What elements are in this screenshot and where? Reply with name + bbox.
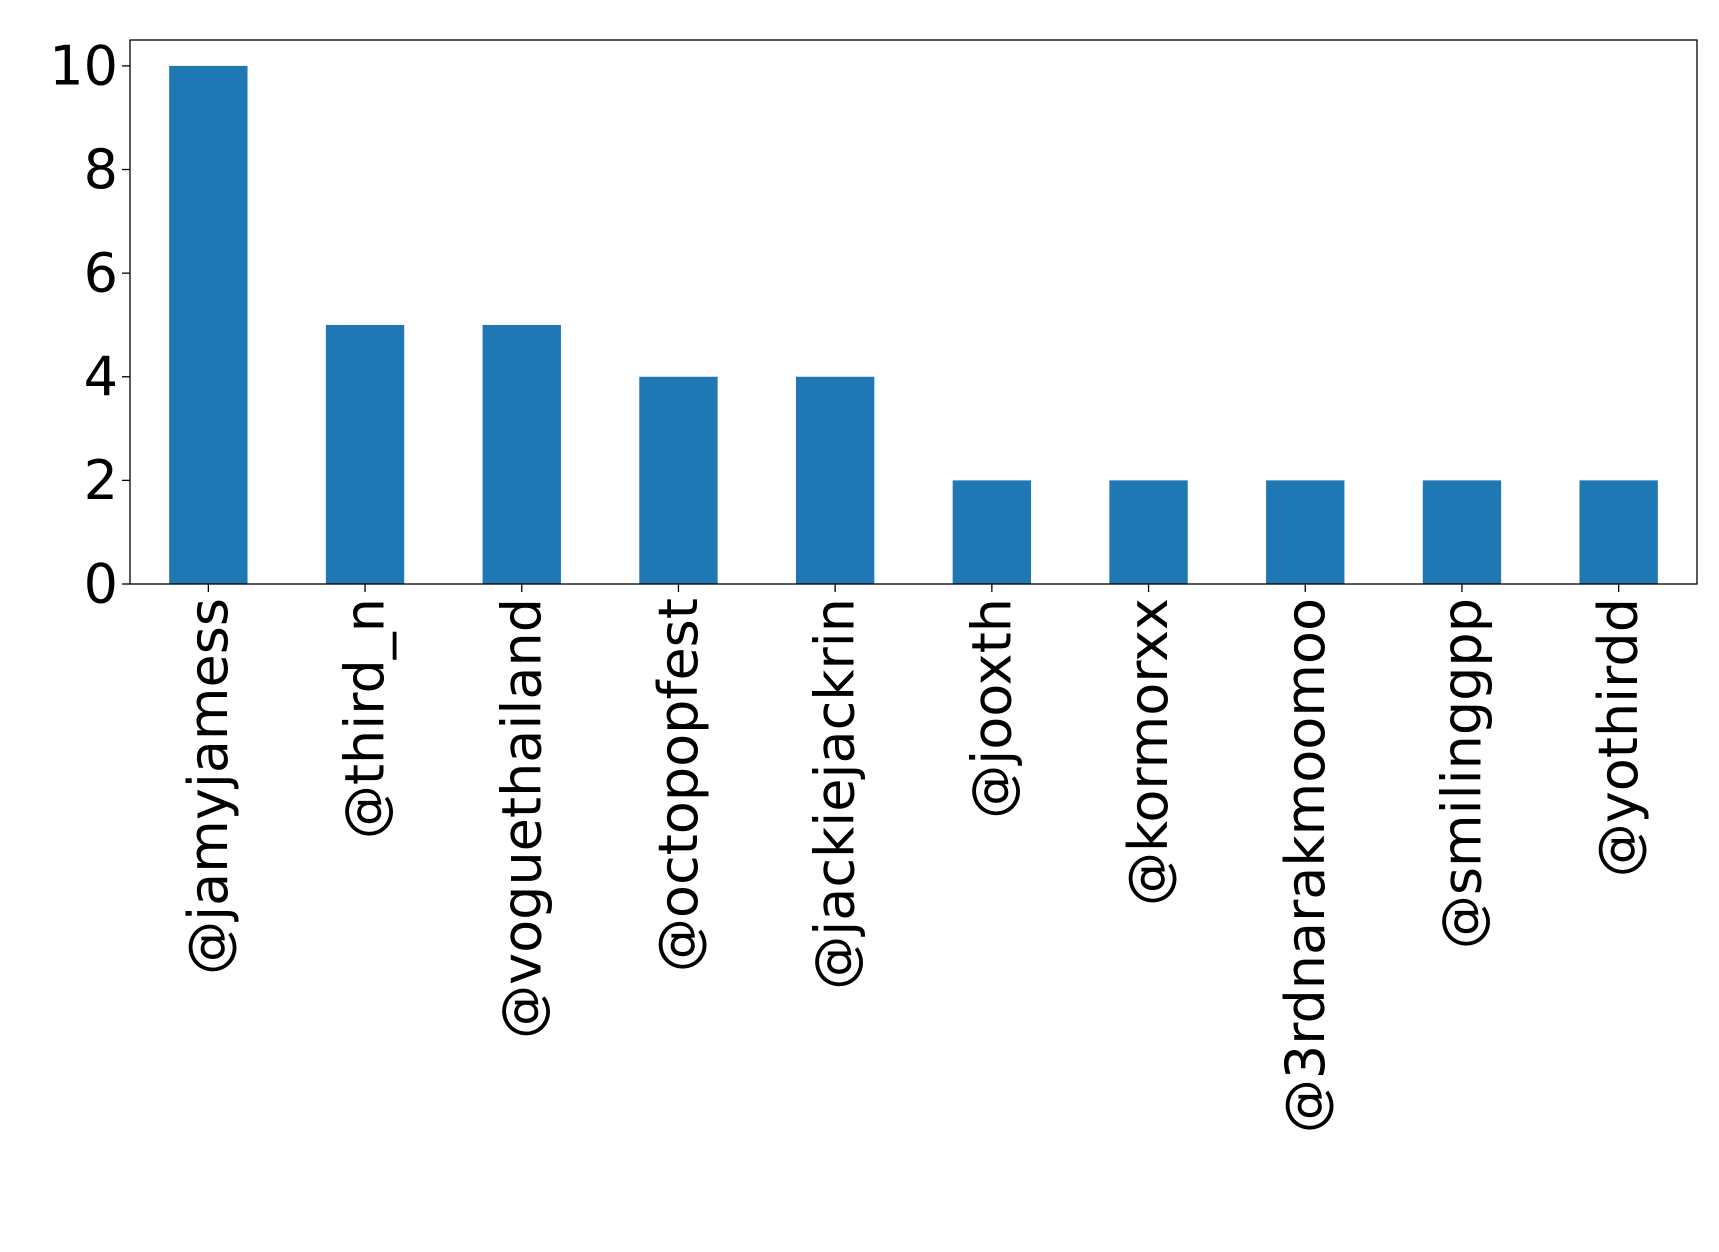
x-tick-label: @3rdnarakmoomoo bbox=[1274, 598, 1337, 1133]
bar-voguethailand bbox=[482, 324, 561, 584]
bar-octopopfest bbox=[639, 376, 718, 584]
x-tick-label: @jooxth bbox=[960, 598, 1023, 819]
bar-yothirdd bbox=[1579, 480, 1658, 584]
y-tick-label: 0 bbox=[84, 553, 118, 616]
x-tick-label: @octopopfest bbox=[647, 598, 710, 972]
bar-jooxth bbox=[952, 480, 1032, 584]
bar-kormorxx bbox=[1109, 480, 1188, 584]
bar-3rdnarakmoomoo bbox=[1266, 480, 1345, 584]
bar-jamyjamess bbox=[169, 65, 248, 584]
x-tick-label: @third_n bbox=[334, 598, 397, 839]
bar-smilinggpp bbox=[1422, 480, 1502, 584]
plot-frame bbox=[129, 39, 1698, 585]
y-tick-label: 10 bbox=[49, 34, 118, 97]
bar-thirdn bbox=[325, 324, 405, 584]
x-tick-label: @voguethailand bbox=[490, 598, 553, 1039]
x-tick-label: @jamyjamess bbox=[177, 598, 240, 975]
y-axis: 0 2 4 6 8 10 bbox=[49, 34, 130, 616]
bar-jackiejackrin bbox=[795, 376, 875, 584]
x-tick-label: @smilinggpp bbox=[1430, 598, 1493, 949]
x-tick-label: @kormorxx bbox=[1117, 598, 1180, 906]
y-tick-label: 8 bbox=[84, 138, 118, 201]
x-tick-label: @jackiejackrin bbox=[804, 598, 867, 990]
x-axis: @jamyjamess @third_n @voguethailand @octopo… bbox=[177, 584, 1650, 1133]
y-tick-label: 6 bbox=[84, 242, 118, 305]
bars bbox=[169, 65, 1658, 584]
y-tick-label: 2 bbox=[84, 449, 118, 512]
x-tick-label: @yothirdd bbox=[1587, 598, 1650, 877]
y-tick-label: 4 bbox=[84, 345, 118, 408]
